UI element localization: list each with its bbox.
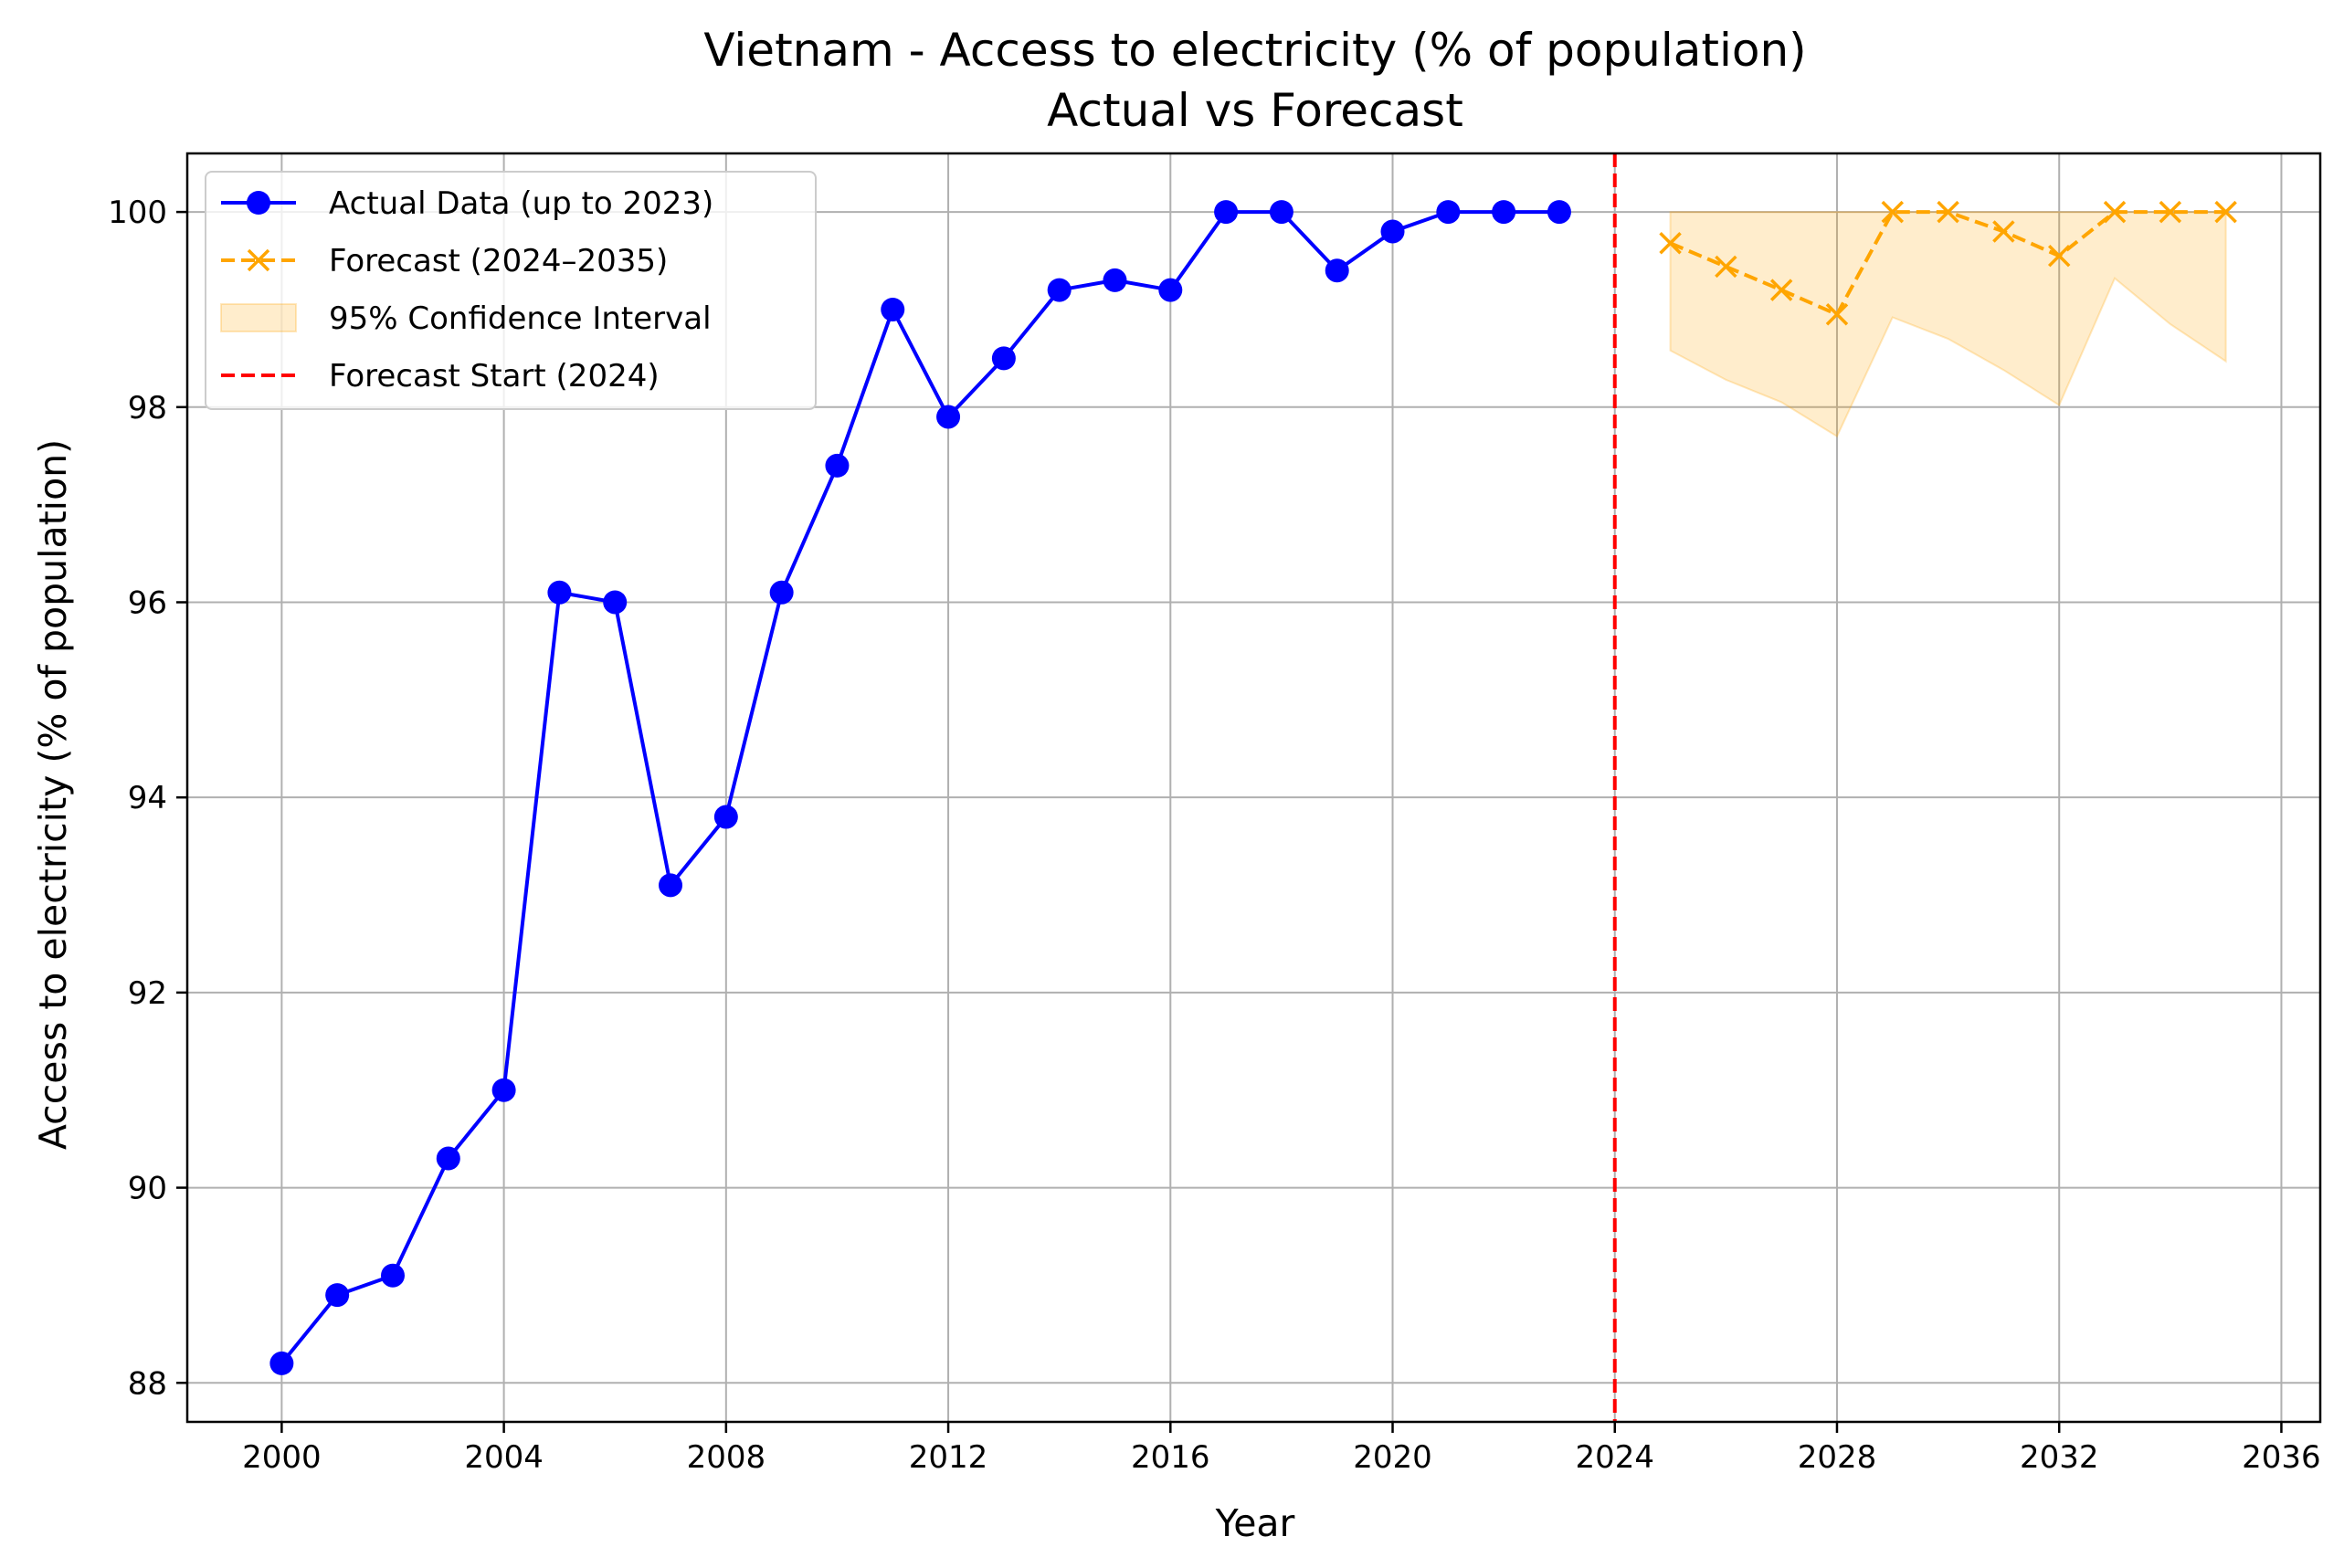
actual-data-point (1047, 278, 1072, 302)
legend-actual-marker (247, 191, 270, 215)
legend-box (205, 171, 817, 410)
plot-area: 2000 2004 2008 2012 2016 2020 2024 2028 2032 2036… (108, 152, 2322, 1476)
actual-data-point (659, 873, 683, 898)
forecast-data-point (1659, 232, 1682, 255)
x-tick-label: 2024 (1575, 1439, 1654, 1476)
y-tick-label: 98 (128, 390, 167, 426)
forecast-data-point (2103, 200, 2127, 224)
x-tick-label: 2012 (909, 1439, 988, 1476)
actual-data-point (1547, 200, 1571, 225)
actual-data-point (269, 1351, 294, 1375)
actual-data-point (991, 346, 1016, 371)
legend-label: Actual Data (up to 2023) (329, 185, 713, 222)
legend-label: Forecast Start (2024) (329, 358, 660, 395)
actual-data-point (436, 1146, 460, 1171)
legend-label: Forecast (2024–2035) (329, 243, 668, 279)
x-axis-label: Year (1215, 1501, 1295, 1545)
actual-data-point (1103, 268, 1127, 292)
forecast-data-point (2214, 200, 2237, 224)
x-tick-label: 2008 (687, 1439, 766, 1476)
chart-subtitle: Actual vs Forecast (1047, 84, 1463, 137)
y-tick-label: 96 (128, 584, 167, 621)
x-tick-label: 2028 (1798, 1439, 1877, 1476)
forecast-data-point (1715, 255, 1737, 279)
y-tick-label: 92 (128, 975, 167, 1012)
actual-data-point (713, 805, 738, 829)
actual-data-point (547, 580, 572, 605)
actual-data-point (881, 297, 905, 321)
actual-data-point (936, 405, 961, 429)
actual-data-point (380, 1263, 405, 1288)
actual-data-point (1380, 219, 1405, 244)
forecast-data-point (2047, 244, 2071, 268)
y-tick-label: 94 (128, 780, 167, 816)
chart-title: Vietnam - Access to electricity (% of po… (703, 24, 1806, 77)
plot-frame (185, 152, 2322, 1424)
x-tick-label: 2032 (2020, 1439, 2099, 1476)
legend: Actual Data (up to 2023) Forecast (2024–2… (205, 171, 817, 410)
forecast-data-point (1937, 200, 1959, 224)
actual-data-point (1325, 258, 1349, 283)
x-tick-label: 2020 (1353, 1439, 1432, 1476)
x-tick-label: 2000 (242, 1439, 322, 1476)
legend-forecast-marker (247, 248, 270, 272)
actual-data-point (1158, 278, 1183, 302)
actual-data-point (325, 1283, 350, 1308)
y-tick-label: 100 (108, 195, 167, 231)
actual-data-point (1436, 200, 1461, 225)
y-axis-label: Access to electricity (% of population) (31, 439, 75, 1150)
forecast-data-point (2159, 200, 2182, 224)
actual-data-point (491, 1078, 516, 1102)
actual-data-point (603, 590, 628, 615)
actual-data-point (769, 580, 794, 605)
actual-data-point (1214, 200, 1239, 225)
forecast-data-point (1881, 200, 1905, 224)
forecast-data-point (1769, 279, 1793, 301)
x-tick-label: 2004 (464, 1439, 544, 1476)
confidence-interval-band (1669, 211, 2227, 438)
x-tick-label: 2036 (2242, 1439, 2321, 1476)
legend-band-swatch (220, 303, 297, 332)
y-tick-label: 88 (128, 1365, 167, 1402)
legend-label: 95% Confidence Interval (329, 300, 712, 337)
x-tick-label: 2016 (1131, 1439, 1210, 1476)
y-tick-label: 90 (128, 1171, 167, 1207)
actual-data-point (1269, 200, 1293, 225)
actual-data-point (825, 453, 850, 478)
forecast-data-point (1825, 303, 1849, 326)
forecast-data-point (1992, 220, 2015, 243)
actual-data-point (1492, 200, 1516, 225)
